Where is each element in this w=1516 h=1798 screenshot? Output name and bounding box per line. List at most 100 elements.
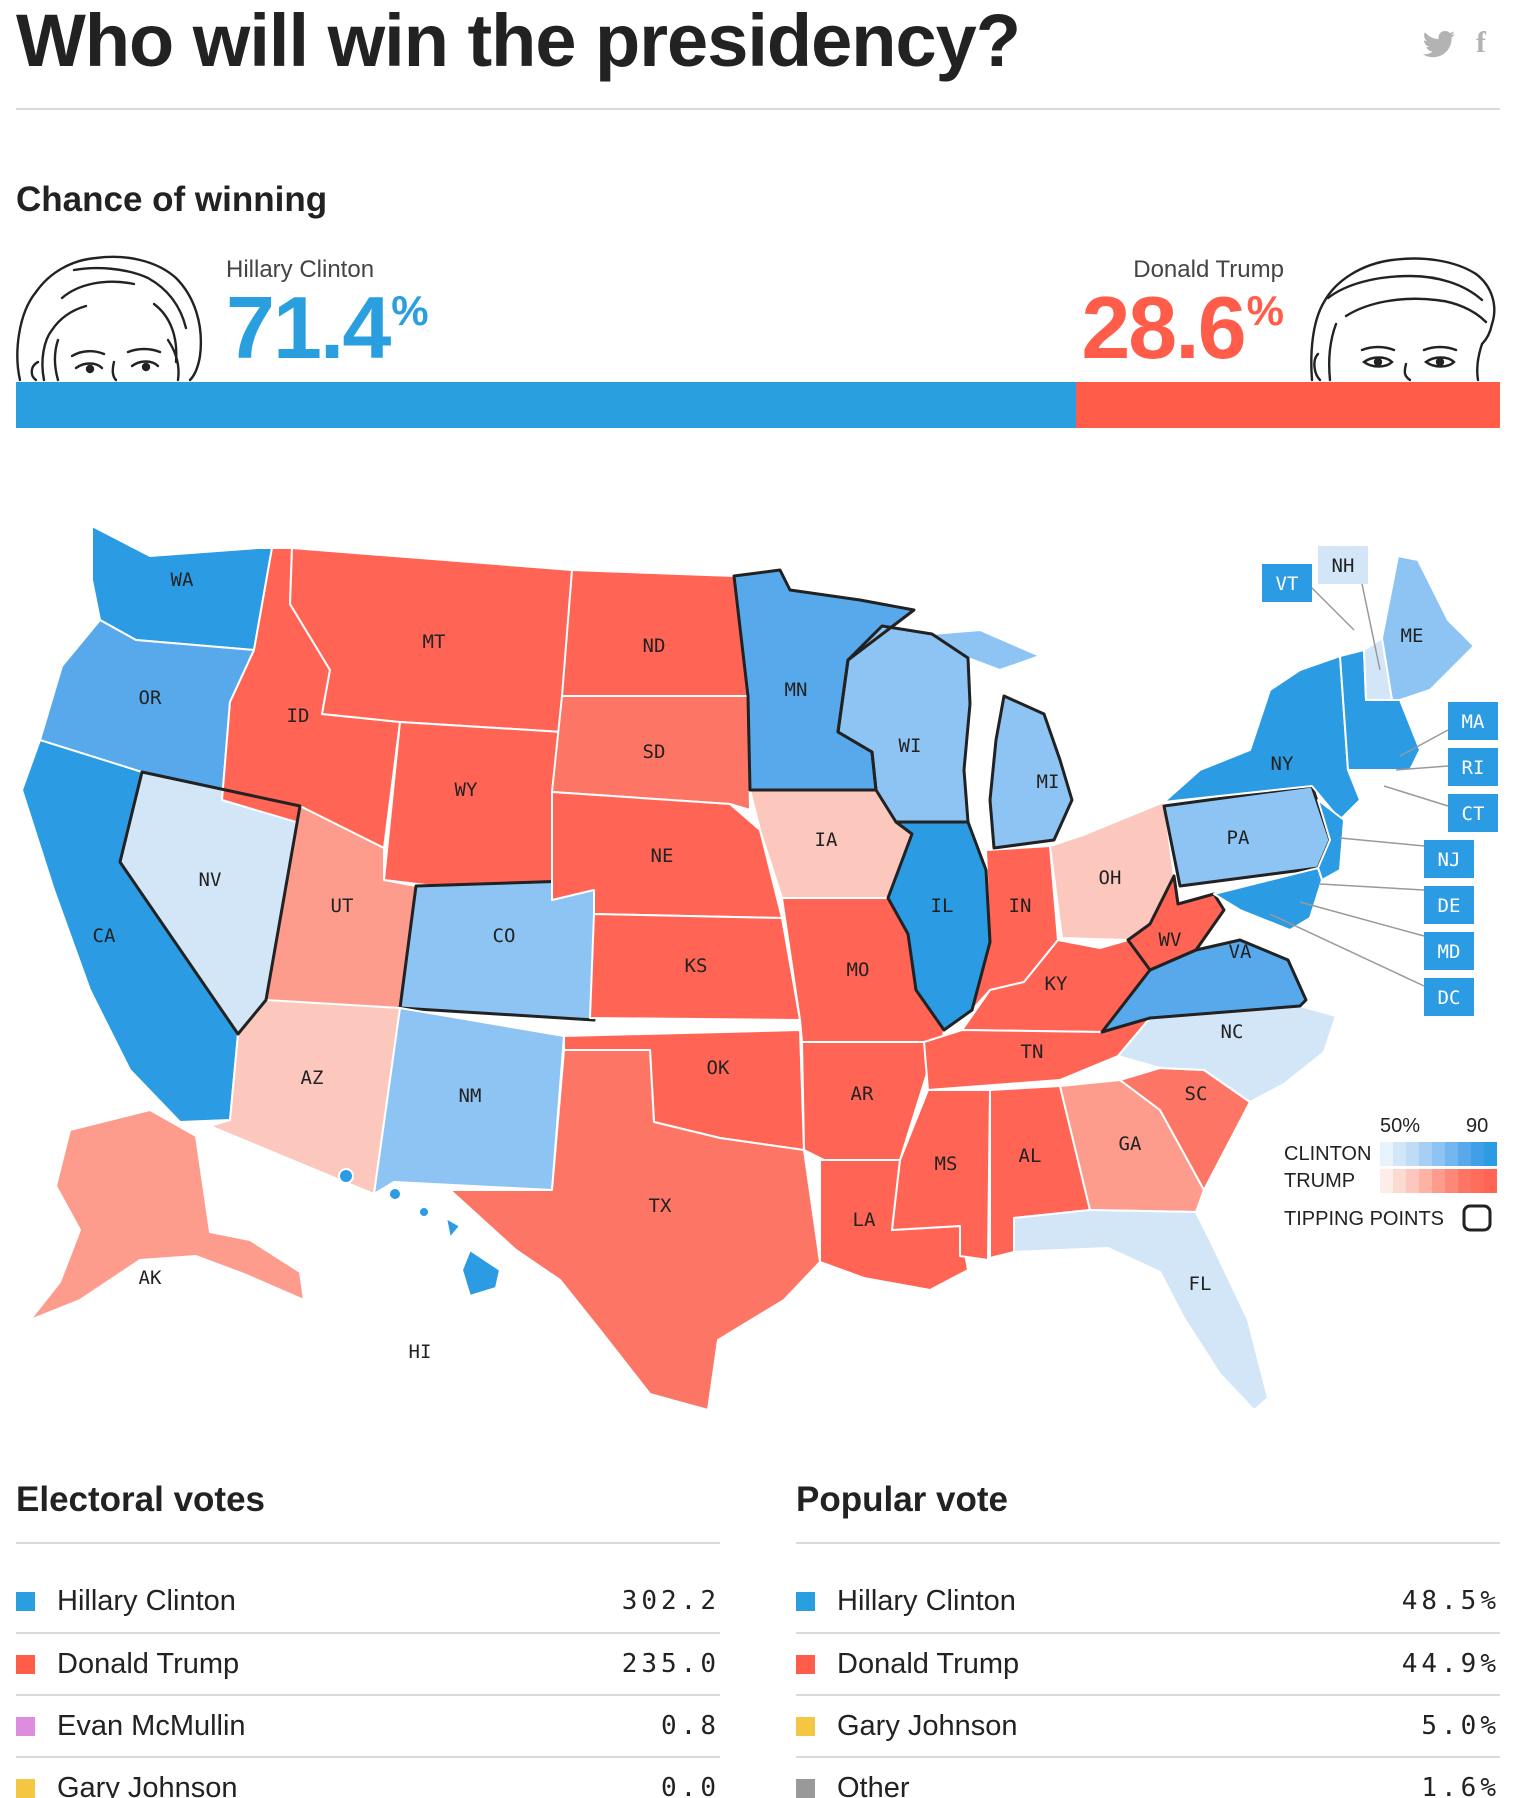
- popular-spacer: [796, 1542, 1500, 1570]
- state-sd[interactable]: [551, 695, 751, 811]
- state-fl[interactable]: [1013, 1209, 1269, 1411]
- electoral-table: Hillary Clinton 302.2 Donald Trump 235.0 Eva…: [16, 1542, 720, 1798]
- callout-nh[interactable]: NH: [1318, 546, 1368, 584]
- state-nd[interactable]: [561, 569, 749, 697]
- legend-clinton-swatch: [1393, 1142, 1406, 1166]
- callout-box-dc: [1424, 978, 1474, 1016]
- legend-trump-swatch: [1419, 1169, 1432, 1193]
- legend-trump-swatch: [1471, 1169, 1484, 1193]
- state-label-wa: WA: [171, 569, 194, 591]
- clinton-name: Hillary Clinton: [226, 256, 375, 283]
- popular-candidate-name: Gary Johnson: [837, 1709, 1018, 1742]
- state-label-ny: NY: [1271, 753, 1294, 775]
- popular-value: 48.5%: [1401, 1586, 1500, 1616]
- state-label-la: LA: [853, 1209, 876, 1231]
- electoral-divider: [16, 1542, 720, 1544]
- popular-value: 5.0%: [1421, 1711, 1500, 1741]
- legend-trump-swatch: [1406, 1169, 1419, 1193]
- callout-ct[interactable]: CT: [1448, 794, 1498, 832]
- state-label-nm: NM: [459, 1085, 482, 1107]
- tipping-point-swatch: [1462, 1204, 1492, 1232]
- state-label-in: IN: [1009, 895, 1032, 917]
- state-label-me: ME: [1401, 625, 1424, 647]
- state-label-id: ID: [287, 705, 310, 727]
- callout-label-ma: MA: [1462, 711, 1485, 733]
- state-label-nv: NV: [199, 869, 222, 891]
- callout-box-ri: [1448, 748, 1498, 786]
- callout-dc[interactable]: DC: [1424, 978, 1474, 1016]
- popular-row: Donald Trump 44.9%: [796, 1632, 1500, 1694]
- facebook-icon[interactable]: f: [1476, 26, 1486, 59]
- electoral-candidate-name: Evan McMullin: [57, 1709, 246, 1742]
- callout-ri[interactable]: RI: [1448, 748, 1498, 786]
- legend-trump-swatch: [1445, 1169, 1458, 1193]
- callout-nj[interactable]: NJ: [1424, 840, 1474, 878]
- legend-clinton-swatch: [1380, 1142, 1393, 1166]
- callout-md[interactable]: MD: [1424, 932, 1474, 970]
- state-label-fl: FL: [1189, 1273, 1212, 1295]
- state-label-ok: OK: [707, 1057, 730, 1079]
- state-label-ut: UT: [331, 895, 354, 917]
- popular-swatch: [796, 1778, 815, 1798]
- state-label-ar: AR: [851, 1083, 874, 1105]
- legend-trump-swatch: [1484, 1169, 1497, 1193]
- trump-chance-value: 28.6: [1081, 278, 1246, 377]
- state-label-mi: MI: [1037, 771, 1060, 793]
- callout-label-vt: VT: [1276, 573, 1299, 595]
- popular-swatch: [796, 1716, 815, 1736]
- state-de-md[interactable]: [1213, 867, 1323, 931]
- electoral-row: Donald Trump 235.0: [16, 1632, 720, 1694]
- electoral-row: Gary Johnson 0.0: [16, 1756, 720, 1798]
- popular-candidate-name: Other: [837, 1771, 910, 1798]
- state-label-ia: IA: [815, 829, 838, 851]
- electoral-spacer: [16, 1542, 720, 1570]
- us-forecast-map: WA OR CA NV ID MT WY UT CO AZ NM ND SD NE KS OK TX MN IA MO…: [21, 525, 1498, 1411]
- state-label-ms: MS: [935, 1153, 958, 1175]
- popular-candidate-name: Hillary Clinton: [837, 1584, 1016, 1617]
- legend-trump-swatch: [1432, 1169, 1445, 1193]
- legend-clinton-label: CLINTON: [1284, 1143, 1371, 1165]
- legend-scale-low: 50%: [1380, 1115, 1420, 1137]
- callout-label-de: DE: [1438, 895, 1461, 917]
- state-ak[interactable]: [29, 1109, 305, 1321]
- electoral-heading: Electoral votes: [16, 1480, 265, 1519]
- state-label-tx: TX: [649, 1195, 672, 1217]
- state-label-ks: KS: [685, 955, 708, 977]
- state-label-tn: TN: [1021, 1041, 1044, 1063]
- callout-label-dc: DC: [1438, 987, 1461, 1009]
- clinton-chance-bar: [16, 382, 1076, 428]
- trump-chance-bar: [1076, 382, 1500, 428]
- clinton-chance: 71.4%: [226, 284, 429, 372]
- callout-box-ma: [1448, 702, 1498, 740]
- state-label-az: AZ: [301, 1067, 324, 1089]
- popular-rows: Hillary Clinton 48.5% Donald Trump 44.9% Gar…: [796, 1570, 1500, 1798]
- trump-portrait: [1310, 257, 1496, 382]
- state-me[interactable]: [1381, 555, 1475, 701]
- state-hi[interactable]: [338, 1168, 501, 1297]
- state-tx[interactable]: [449, 1049, 821, 1411]
- electoral-rows: Hillary Clinton 302.2 Donald Trump 235.0 Eva…: [16, 1570, 720, 1798]
- legend-clinton-swatch: [1432, 1142, 1445, 1166]
- callout-box-md: [1424, 932, 1474, 970]
- state-label-oh: OH: [1099, 867, 1122, 889]
- callout-ma[interactable]: MA: [1448, 702, 1498, 740]
- twitter-icon[interactable]: [1422, 30, 1456, 60]
- electoral-swatch: [16, 1716, 35, 1736]
- callout-vt[interactable]: VT: [1262, 564, 1312, 602]
- state-co[interactable]: [398, 878, 602, 1022]
- callout-de[interactable]: DE: [1424, 886, 1474, 924]
- state-nm[interactable]: [373, 1007, 565, 1195]
- electoral-candidate-name: Donald Trump: [57, 1647, 240, 1680]
- state-label-al: AL: [1019, 1145, 1042, 1167]
- state-wy[interactable]: [383, 721, 563, 901]
- legend-trump-label: TRUMP: [1284, 1170, 1355, 1192]
- state-label-sd: SD: [643, 741, 666, 763]
- popular-swatch: [796, 1591, 815, 1611]
- legend-clinton-swatch: [1471, 1142, 1484, 1166]
- state-nc[interactable]: [1117, 1005, 1337, 1103]
- chance-bar: [16, 382, 1500, 428]
- trump-chance-unit: %: [1246, 287, 1284, 334]
- state-label-ak: AK: [139, 1267, 162, 1289]
- electoral-row: Hillary Clinton 302.2: [16, 1570, 720, 1632]
- legend-trump-swatch: [1380, 1169, 1393, 1193]
